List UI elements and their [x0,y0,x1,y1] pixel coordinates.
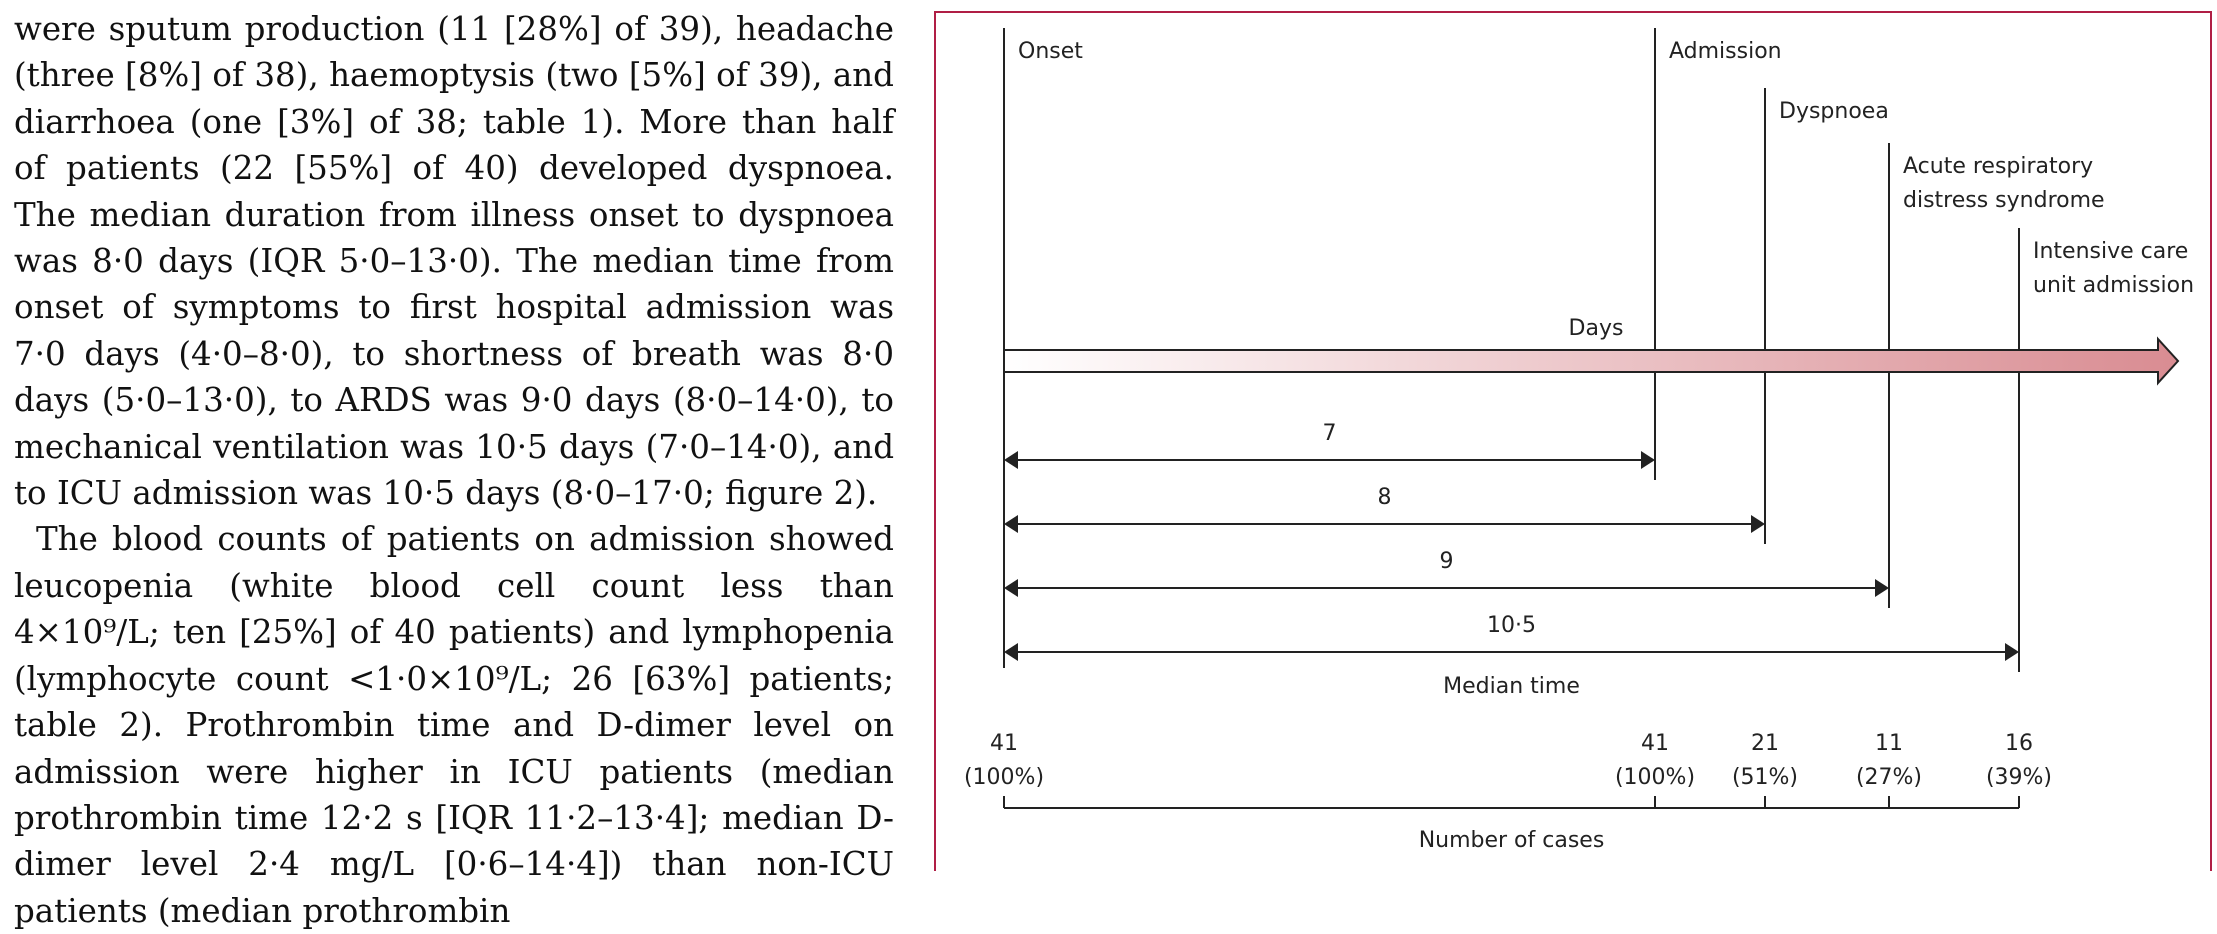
cases-percent-onset: (100%) [964,765,1044,790]
median-arrowhead-left [1004,643,1018,661]
median-value-dyspnoea: 8 [1378,485,1392,510]
cases-count-acute-respiratory-distress-syndrome: 11 [1875,731,1903,756]
paragraph-symptoms-timeline: were sputum production (11 [28%] of 39),… [14,10,894,513]
event-label-dyspnoea: Dyspnoea [1779,99,1889,124]
cases-percent-acute-respiratory-distress-syndrome: (27%) [1856,765,1922,790]
cases-percent-admission: (100%) [1615,765,1695,790]
days-axis-label: Days [1569,316,1624,341]
event-label-acute-respiratory-distress-syndrome: Acute respiratory [1903,154,2093,179]
cases-count-dyspnoea: 21 [1751,731,1779,756]
median-arrowhead-left [1004,579,1018,597]
event-label-intensive-care-unit-admission: Intensive care [2033,239,2188,264]
median-value-admission: 7 [1323,421,1337,446]
cases-count-onset: 41 [990,731,1018,756]
cases-count-intensive-care-unit-admission: 16 [2005,731,2033,756]
event-label-acute-respiratory-distress-syndrome: distress syndrome [1903,188,2105,213]
median-value-acute-respiratory-distress-syndrome: 9 [1440,549,1454,574]
median-arrowhead-right [1641,451,1655,469]
paragraph-blood-counts: The blood counts of patients on admissio… [14,520,894,930]
median-arrowhead-left [1004,515,1018,533]
median-arrowhead-right [2005,643,2019,661]
cases-percent-intensive-care-unit-admission: (39%) [1986,765,2052,790]
median-arrowhead-left [1004,451,1018,469]
median-time-label: Median time [1443,674,1580,699]
timeline-chart: Onset Admission Dyspnoea Acute respiratory d… [964,28,2194,853]
days-arrow [1003,336,2180,386]
number-of-cases-label: Number of cases [1419,828,1605,853]
median-value-intensive-care-unit-admission: 10·5 [1487,613,1536,638]
cases-percent-dyspnoea: (51%) [1732,765,1798,790]
article-text-column: were sputum production (11 [28%] of 39),… [14,6,894,934]
event-label-intensive-care-unit-admission: unit admission [2033,273,2194,298]
median-arrowhead-right [1751,515,1765,533]
median-arrowhead-right [1875,579,1889,597]
event-label-admission: Admission [1669,39,1782,64]
event-label-onset: Onset [1018,39,1083,64]
figure-2-timeline: Onset Admission Dyspnoea Acute respiratory d… [934,11,2212,871]
cases-count-admission: 41 [1641,731,1669,756]
